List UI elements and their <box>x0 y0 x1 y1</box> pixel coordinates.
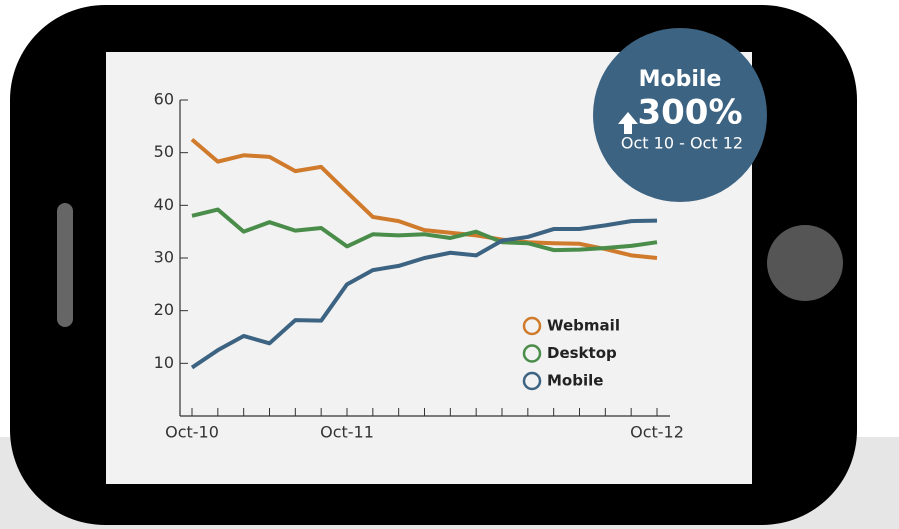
legend-marker <box>522 371 542 391</box>
side-slot <box>57 203 73 327</box>
y-tick-label: 10 <box>154 353 174 372</box>
y-tick-label: 50 <box>154 142 174 161</box>
y-tick-label: 40 <box>154 195 174 214</box>
y-tick-label: 60 <box>154 90 174 109</box>
legend-label: Mobile <box>547 372 603 390</box>
plot: 10 20 30 40 50 60 Oct-10 Oct-11 Oct-12 Webmail Des… <box>154 90 684 442</box>
y-tick-label: 30 <box>154 248 174 267</box>
line <box>191 207 658 253</box>
up-arrow <box>618 112 638 134</box>
badge <box>593 28 767 202</box>
line <box>190 218 658 370</box>
x-tick-label: Oct-11 <box>320 423 374 442</box>
y-tick-label: 20 <box>154 300 174 319</box>
legend-marker <box>522 344 542 363</box>
badge-period: Oct 10 - Oct 12 <box>621 134 743 153</box>
badge-value: 300% <box>637 93 742 133</box>
x-tick-label: Oct-10 <box>165 423 219 442</box>
badge-title: Mobile <box>639 67 722 92</box>
line <box>190 137 658 260</box>
legend-marker <box>522 316 542 336</box>
legend-label: Webmail <box>547 317 620 335</box>
legend-label: Desktop <box>547 344 617 362</box>
home-button <box>767 225 843 301</box>
x-tick-label: Oct-12 <box>630 423 684 442</box>
